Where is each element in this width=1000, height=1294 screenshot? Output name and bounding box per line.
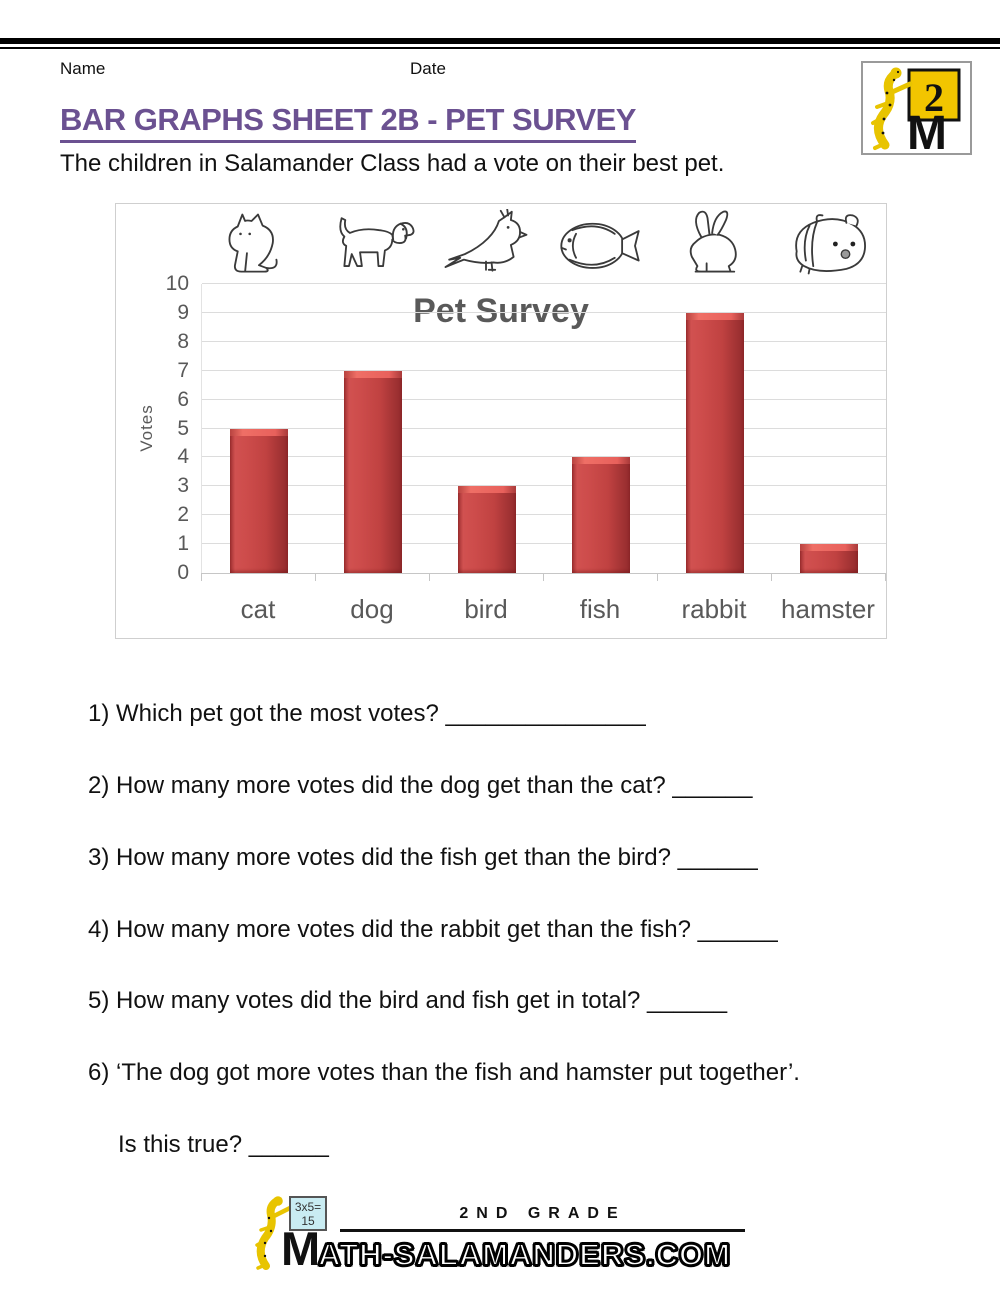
gridline (202, 340, 886, 342)
name-label: Name (60, 59, 106, 78)
category-label-bird: bird (464, 594, 508, 624)
fish-icon (543, 207, 657, 281)
bar-cat (230, 428, 288, 573)
sign-line2: 15 (301, 1214, 315, 1228)
y-tick-label: 4 (177, 445, 189, 469)
hamster-icon (771, 207, 885, 281)
salamander-icon (255, 1196, 295, 1270)
y-tick-label: 6 (177, 387, 189, 411)
animal-icons-row (201, 207, 885, 281)
category-label-cat: cat (240, 594, 276, 624)
category-label-rabbit: rabbit (681, 594, 747, 624)
question-6-followup: Is this true? ______ (118, 1131, 329, 1158)
dog-icon (315, 207, 429, 281)
bird-icon (429, 207, 543, 281)
question-3: 3) How many more votes did the fish get … (88, 844, 758, 871)
gridline (202, 427, 886, 429)
category-label-fish: fish (579, 594, 621, 624)
x-tick-mark (201, 573, 202, 581)
page-title: BAR GRAPHS SHEET 2B - PET SURVEY (60, 102, 636, 144)
bar-dog (344, 370, 402, 573)
x-tick-mark (885, 573, 886, 581)
math-salamanders-badge: 2 M (861, 61, 972, 160)
top-divider (0, 38, 1000, 49)
x-tick-mark (429, 573, 430, 581)
date-label: Date (410, 59, 446, 78)
gridline (202, 311, 886, 313)
plot-area (201, 283, 886, 574)
footer-salamander-logo: 3x5= 15 (250, 1194, 346, 1270)
y-tick-label: 0 (177, 561, 189, 584)
bar-fish (572, 457, 630, 573)
salamander-icon (871, 67, 913, 150)
badge-graphic: 2 M (871, 67, 961, 160)
question-4: 4) How many more votes did the rabbit ge… (88, 916, 778, 943)
gridline (202, 485, 886, 487)
cat-icon (201, 207, 315, 281)
x-tick-mark (657, 573, 658, 581)
rabbit-icon (657, 207, 771, 281)
gridline (202, 283, 886, 284)
footer-site-rest: ATH-SALAMANDERS.COM (317, 1236, 731, 1273)
category-label-hamster: hamster (781, 594, 875, 624)
y-tick-label: 1 (177, 532, 189, 556)
gridline (202, 543, 886, 545)
bar-hamster (800, 544, 858, 573)
footer-rule (340, 1229, 745, 1232)
y-tick-label: 5 (177, 416, 189, 440)
gridline (202, 369, 886, 371)
category-label-dog: dog (350, 594, 394, 624)
question-6: 6) ‘The dog got more votes than the fish… (88, 1059, 800, 1086)
multiplication-sign: 3x5= 15 (289, 1196, 327, 1231)
y-tick-label: 3 (177, 474, 189, 498)
x-tick-mark (315, 573, 316, 581)
chart-title: Pet Survey (413, 292, 589, 330)
footer-site-initial: M (281, 1222, 320, 1275)
pet-survey-chart: Pet Survey Votes cat dog bird fish rabbit ham… (115, 203, 887, 639)
y-tick-label: 10 (165, 272, 189, 295)
gridline (202, 456, 886, 458)
badge-yellow-square (907, 68, 961, 122)
y-tick-label: 2 (177, 503, 189, 527)
bar-rabbit (686, 312, 744, 573)
y-tick-label: 8 (177, 329, 189, 353)
question-5: 5) How many votes did the bird and fish … (88, 987, 728, 1014)
badge-number: 2 (924, 75, 944, 120)
footer-site-name: MATH-SALAMANDERS.COM (281, 1221, 731, 1276)
x-tick-mark (771, 573, 772, 581)
y-tick-label: 9 (177, 300, 189, 324)
footer-grade-text: 2ND GRADE (459, 1205, 626, 1222)
gridline (202, 514, 886, 516)
x-tick-mark (543, 573, 544, 581)
page-subtitle: The children in Salamander Class had a v… (60, 150, 725, 177)
sign-line1: 3x5= (295, 1200, 321, 1214)
badge-letter-m: M (907, 107, 947, 153)
gridline (202, 398, 886, 400)
x-axis-category-labels: cat dog bird fish rabbit hamster (201, 594, 885, 625)
question-1: 1) Which pet got the most votes? _______… (88, 700, 646, 727)
y-tick-label: 7 (177, 358, 189, 382)
bar-bird (458, 486, 516, 573)
question-2: 2) How many more votes did the dog get t… (88, 772, 753, 799)
